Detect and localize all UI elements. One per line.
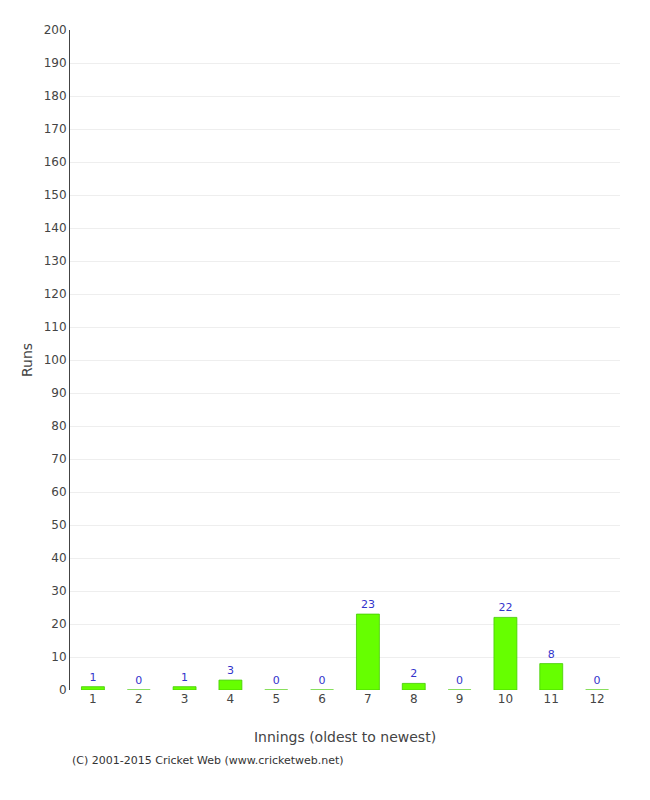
svg-text:10: 10 <box>51 650 66 664</box>
svg-text:0: 0 <box>456 674 463 687</box>
svg-text:0: 0 <box>273 674 280 687</box>
svg-text:9: 9 <box>456 692 464 706</box>
svg-text:0: 0 <box>319 674 326 687</box>
svg-text:80: 80 <box>51 419 66 433</box>
svg-text:10: 10 <box>498 692 513 706</box>
svg-text:Runs: Runs <box>19 343 35 377</box>
svg-text:90: 90 <box>51 386 66 400</box>
svg-text:0: 0 <box>135 674 142 687</box>
svg-text:2: 2 <box>135 692 143 706</box>
svg-text:7: 7 <box>364 692 372 706</box>
svg-text:50: 50 <box>51 518 66 532</box>
svg-text:5: 5 <box>272 692 280 706</box>
svg-text:1: 1 <box>181 671 188 684</box>
svg-text:140: 140 <box>44 221 67 235</box>
svg-text:6: 6 <box>318 692 326 706</box>
svg-text:0: 0 <box>594 674 601 687</box>
svg-text:8: 8 <box>410 692 418 706</box>
svg-text:12: 12 <box>589 692 604 706</box>
svg-text:4: 4 <box>227 692 235 706</box>
svg-text:1: 1 <box>89 671 96 684</box>
svg-text:(C) 2001-2015 Cricket Web (www: (C) 2001-2015 Cricket Web (www.cricketwe… <box>72 754 344 767</box>
svg-text:120: 120 <box>44 287 67 301</box>
svg-text:20: 20 <box>51 617 66 631</box>
svg-text:100: 100 <box>44 353 67 367</box>
svg-text:70: 70 <box>51 452 66 466</box>
svg-text:40: 40 <box>51 551 66 565</box>
svg-text:30: 30 <box>51 584 66 598</box>
svg-text:60: 60 <box>51 485 66 499</box>
svg-text:0: 0 <box>59 683 67 697</box>
svg-text:22: 22 <box>498 601 512 614</box>
svg-text:1: 1 <box>89 692 97 706</box>
svg-text:170: 170 <box>44 122 67 136</box>
svg-text:2: 2 <box>410 667 417 680</box>
svg-text:3: 3 <box>227 664 234 677</box>
svg-text:23: 23 <box>361 598 375 611</box>
svg-text:Innings (oldest to newest): Innings (oldest to newest) <box>254 729 436 745</box>
svg-text:130: 130 <box>44 254 67 268</box>
svg-text:110: 110 <box>44 320 67 334</box>
svg-text:3: 3 <box>181 692 189 706</box>
svg-text:11: 11 <box>544 692 559 706</box>
svg-text:8: 8 <box>548 648 555 661</box>
svg-text:190: 190 <box>44 56 67 70</box>
svg-text:160: 160 <box>44 155 67 169</box>
svg-text:200: 200 <box>44 23 67 37</box>
svg-text:150: 150 <box>44 188 67 202</box>
svg-text:180: 180 <box>44 89 67 103</box>
